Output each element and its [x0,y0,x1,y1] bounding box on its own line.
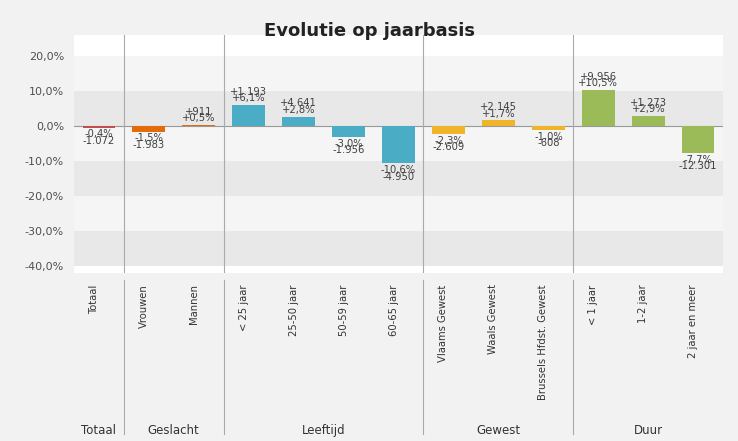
Bar [532,126,565,130]
Bar [74,126,723,161]
Text: Vrouwen: Vrouwen [139,284,149,328]
Bar [582,90,615,126]
Bar [283,116,315,126]
Text: Totaal: Totaal [89,284,99,314]
Text: < 25 jaar: < 25 jaar [238,284,249,331]
Text: -2.609: -2.609 [432,142,465,153]
Text: -608: -608 [537,138,559,148]
Text: -1.072: -1.072 [83,136,115,146]
Text: -2,3%: -2,3% [434,136,463,146]
Text: +911: +911 [185,107,213,116]
Text: +9.956: +9.956 [580,71,617,82]
Bar [83,126,115,128]
Text: Evolutie op jaarbasis: Evolutie op jaarbasis [263,22,475,40]
Text: +2,8%: +2,8% [282,105,315,115]
Text: +1.273: +1.273 [630,98,667,108]
Text: +0,5%: +0,5% [182,113,215,123]
Text: 50-59 jaar: 50-59 jaar [339,284,348,336]
Bar [74,56,723,91]
Bar [74,232,723,266]
Text: Geslacht: Geslacht [148,424,199,437]
Text: -1.983: -1.983 [133,140,165,149]
Text: 60-65 jaar: 60-65 jaar [388,284,399,336]
Text: 1-2 jaar: 1-2 jaar [638,284,648,323]
Bar [432,126,465,135]
Text: -3,0%: -3,0% [334,138,363,149]
Bar [482,120,514,126]
Text: -0,4%: -0,4% [84,130,113,139]
Text: < 1 jaar: < 1 jaar [588,284,599,325]
Text: Waals Gewest: Waals Gewest [489,284,498,355]
Text: Leeftijd: Leeftijd [302,424,345,437]
Bar [182,124,215,126]
Text: +10,5%: +10,5% [579,78,618,88]
Text: 25-50 jaar: 25-50 jaar [289,284,299,336]
Text: -12.301: -12.301 [679,161,717,172]
Text: +4.641: +4.641 [280,98,317,108]
Text: Duur: Duur [634,424,663,437]
Text: Totaal: Totaal [81,424,117,437]
Text: Mannen: Mannen [189,284,199,325]
Text: +6,1%: +6,1% [232,93,266,103]
Bar [632,116,664,126]
Bar [382,126,415,164]
Bar [133,126,165,131]
Bar [74,91,723,126]
Bar [74,196,723,232]
Text: Vlaams Gewest: Vlaams Gewest [438,284,449,362]
Text: -1,5%: -1,5% [134,133,163,143]
Text: -1.956: -1.956 [332,145,365,155]
Text: -1,0%: -1,0% [534,131,563,142]
Bar [682,126,714,153]
Text: +2,9%: +2,9% [632,105,665,114]
Text: Gewest: Gewest [476,424,520,437]
Text: -4.950: -4.950 [382,172,415,182]
Bar [332,126,365,137]
Text: -10,6%: -10,6% [381,165,416,175]
Text: 2 jaar en meer: 2 jaar en meer [689,284,698,358]
Bar [232,105,265,126]
Text: +1,7%: +1,7% [482,108,515,119]
Bar [74,161,723,196]
Text: +2.145: +2.145 [480,102,517,112]
Text: +1.193: +1.193 [230,87,267,97]
Text: -7,7%: -7,7% [684,155,713,165]
Text: Brussels Hfdst. Gewest: Brussels Hfdst. Gewest [539,284,548,400]
